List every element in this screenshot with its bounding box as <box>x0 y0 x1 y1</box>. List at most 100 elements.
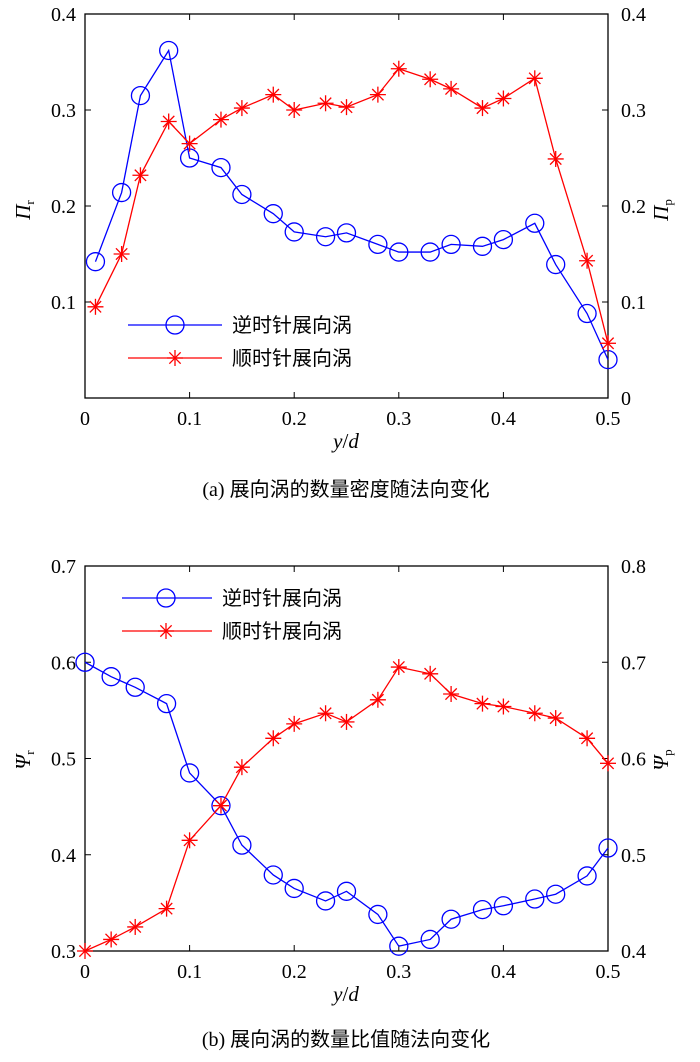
data-point-cw <box>265 86 282 103</box>
data-point-cw <box>158 900 175 917</box>
data-point-ccw <box>315 227 336 247</box>
legend-label-cw: 顺时针展向涡 <box>232 346 352 370</box>
plot-frame <box>84 565 609 952</box>
data-point-ccw <box>211 796 231 816</box>
legend-label-ccw: 逆时针展向涡 <box>232 313 352 337</box>
x-tick-label: 0.2 <box>282 961 307 983</box>
data-point-cw <box>181 135 198 152</box>
data-point-cw <box>132 167 149 184</box>
legend-label-ccw: 逆时针展向涡 <box>222 586 342 610</box>
y-axis-right-label: Πp <box>649 199 675 222</box>
data-point-ccw <box>85 252 106 272</box>
data-point-cw <box>579 730 596 747</box>
panel-a: 0 0.1 0.2 0.3 0.4 0.5 0.1 0.2 0.3 0.4 0 0.1 0.2 0.3 0.… <box>11 4 675 501</box>
series-layer <box>75 652 618 959</box>
legend-marker-circle <box>165 315 185 335</box>
plot-frame <box>84 13 609 399</box>
data-point-ccw <box>111 182 132 203</box>
data-point-ccw <box>577 303 597 324</box>
data-point-ccw <box>284 222 304 242</box>
caption-b: (b) 展向涡的数量比值随法向变化 <box>202 1028 490 1051</box>
data-point-ccw <box>368 904 388 925</box>
y-right-tick-label: 0.4 <box>621 941 646 963</box>
y-right-tick-label: 0 <box>621 388 631 410</box>
series-line-cw <box>94 67 609 344</box>
data-point-cw <box>181 832 198 849</box>
data-point-ccw <box>441 234 461 255</box>
data-point-cw <box>474 695 491 712</box>
panel-b: 0 0.1 0.2 0.3 0.4 0.50.30.40.50.60.70.40.50.6… <box>11 556 675 1051</box>
tick-marks <box>84 13 609 399</box>
data-point-ccw <box>315 891 336 911</box>
series-line-ccw <box>94 48 609 360</box>
y-left-tick-label: 0.5 <box>51 749 76 771</box>
data-point-cw <box>547 150 564 167</box>
data-point-cw <box>212 111 229 128</box>
data-point-cw <box>422 71 439 88</box>
data-point-ccw <box>368 234 388 255</box>
x-axis-label: y/d <box>331 429 359 453</box>
y-left-tick-label: 0.6 <box>51 652 76 674</box>
data-point-cw <box>443 686 460 703</box>
data-point-cw <box>103 931 120 948</box>
data-point-cw <box>474 100 491 117</box>
data-point-cw <box>422 665 439 682</box>
data-point-cw <box>390 60 407 77</box>
data-point-cw <box>369 691 386 708</box>
legend-label-cw: 顺时针展向涡 <box>222 619 342 643</box>
data-point-cw <box>369 86 386 103</box>
data-point-ccw <box>130 85 151 106</box>
y-left-tick-label: 0.1 <box>51 292 76 314</box>
data-point-cw <box>265 730 282 747</box>
data-point-cw <box>233 100 250 117</box>
data-point-ccw <box>525 889 545 909</box>
legend: 逆时针展向涡 顺时针展向涡 <box>122 586 342 643</box>
data-point-ccw <box>389 936 409 956</box>
y-left-tick-label: 0.4 <box>51 4 76 26</box>
data-point-ccw <box>389 242 409 262</box>
data-point-ccw <box>75 652 95 672</box>
data-point-ccw <box>179 763 200 783</box>
data-point-ccw <box>493 896 514 916</box>
x-tick-label: 0 <box>80 408 90 430</box>
data-point-ccw <box>336 881 357 901</box>
data-point-ccw <box>525 213 545 233</box>
legend-marker-circle <box>156 588 176 608</box>
data-point-cw <box>338 713 355 730</box>
x-tick-label: 0.1 <box>177 408 202 430</box>
data-point-cw <box>600 335 616 352</box>
data-point-ccw <box>284 878 304 899</box>
y-right-tick-label: 0.2 <box>621 196 646 218</box>
data-point-ccw <box>493 229 514 250</box>
y-right-tick-label: 0.4 <box>621 4 646 26</box>
data-point-cw <box>600 755 616 772</box>
data-point-cw <box>286 102 303 118</box>
data-point-ccw <box>546 254 566 275</box>
data-point-cw <box>317 95 334 112</box>
data-point-ccw <box>232 184 252 205</box>
data-point-ccw <box>472 236 493 256</box>
data-point-cw <box>127 918 144 935</box>
data-point-cw <box>443 80 460 97</box>
caption-a: (a) 展向涡的数量密度随法向变化 <box>202 478 489 501</box>
y-left-tick-label: 0.3 <box>51 941 76 963</box>
y-right-tick-label: 0.8 <box>621 556 646 578</box>
data-point-ccw <box>263 204 283 224</box>
data-point-cw <box>495 698 512 715</box>
data-point-ccw <box>159 40 179 61</box>
data-point-ccw <box>420 242 440 262</box>
y-right-tick-label: 0.1 <box>621 292 646 314</box>
data-point-cw <box>212 797 229 814</box>
y-right-tick-label: 0.5 <box>621 845 646 867</box>
x-tick-label: 0.1 <box>177 961 202 983</box>
y-left-tick-label: 0.4 <box>51 845 76 867</box>
data-point-cw <box>113 246 130 262</box>
x-tick-label: 0.4 <box>491 961 516 983</box>
tick-labels: 0 0.1 0.2 0.3 0.4 0.5 0.1 0.2 0.3 0.4 0 0.1 0.2 0.3 0.… <box>51 4 646 430</box>
data-point-ccw <box>156 693 177 714</box>
x-tick-label: 0.3 <box>386 961 411 983</box>
data-point-cw <box>317 705 334 722</box>
data-point-ccw <box>577 866 597 886</box>
data-point-ccw <box>336 223 357 243</box>
